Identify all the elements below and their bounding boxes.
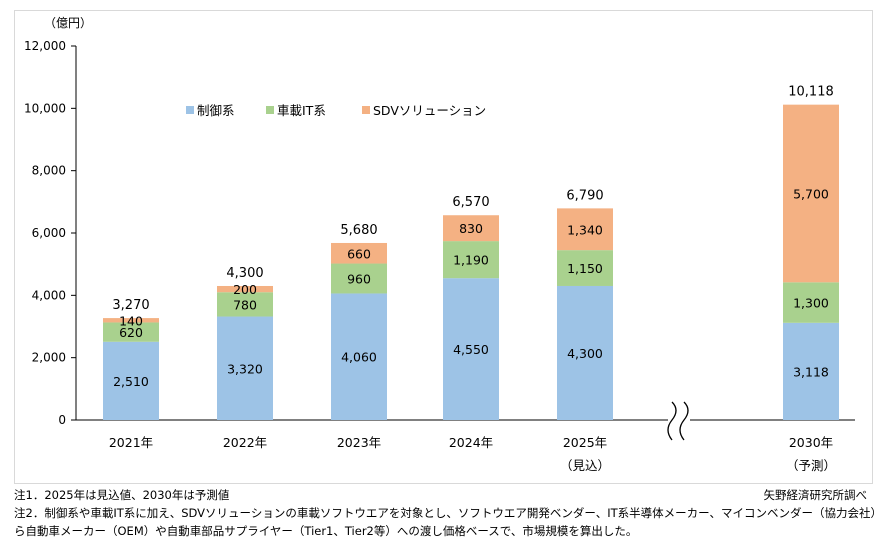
segment-value-label: 1,300 <box>793 296 829 311</box>
bar-segment <box>443 241 499 279</box>
segment-value-label: 2,510 <box>113 374 149 389</box>
bar-segment <box>443 215 499 242</box>
bar-segment <box>103 318 159 323</box>
bar-segment <box>783 282 839 323</box>
segment-value-label: 3,118 <box>793 364 829 379</box>
total-value-label: 3,270 <box>112 298 149 313</box>
x-tick-label: 2030年 <box>789 435 833 450</box>
legend-swatch <box>362 106 370 114</box>
legend-label: SDVソリューション <box>373 103 486 118</box>
x-tick-sublabel: （予測） <box>786 458 836 473</box>
bar-segment <box>103 322 159 342</box>
note-1: 注1．2025年は見込値、2030年は予測値 <box>14 488 230 502</box>
segment-value-label: 1,340 <box>567 222 603 237</box>
total-value-label: 10,118 <box>788 85 834 100</box>
bar-segment <box>557 250 613 286</box>
segment-value-label: 3,320 <box>227 361 263 376</box>
y-tick-label: 4,000 <box>32 288 66 302</box>
x-tick-label: 2024年 <box>449 435 493 450</box>
segment-value-label: 4,060 <box>341 350 377 365</box>
y-tick-label: 0 <box>58 413 66 427</box>
note-2-line-1: 注2．制御系や車載IT系に加え、SDVソリューションの車載ソフトウエアを対象とし… <box>14 506 879 520</box>
segment-value-label: 5,700 <box>793 186 829 201</box>
source-credit: 矢野経済研究所調べ <box>763 488 868 502</box>
y-tick-label: 12,000 <box>24 39 66 53</box>
total-value-label: 5,680 <box>340 223 377 238</box>
y-tick-label: 10,000 <box>24 101 66 115</box>
segment-value-label: 4,300 <box>567 346 603 361</box>
segment-value-label: 4,550 <box>453 342 489 357</box>
y-unit-label: （億円） <box>44 16 92 30</box>
total-value-label: 4,300 <box>226 266 263 281</box>
bar-segment <box>783 322 839 420</box>
legend-swatch <box>186 106 194 114</box>
chart-frame <box>14 10 873 484</box>
bar-segment <box>217 316 273 420</box>
stacked-bar-chart: （億円） 0 2,000 4,000 6,000 8,000 10,000 12,000 2,5… <box>24 16 855 473</box>
bar-segment <box>783 104 839 283</box>
x-tick-label: 2023年 <box>337 435 381 450</box>
axis-break-icon <box>667 401 677 441</box>
segment-value-label: 960 <box>347 272 371 287</box>
x-tick-label: 2021年 <box>109 435 153 450</box>
x-tick-sublabel: （見込） <box>560 458 610 473</box>
axis-break-icon <box>679 401 689 441</box>
legend-label: 車載IT系 <box>277 103 326 118</box>
segment-value-label: 140 <box>119 313 143 328</box>
bar-segment <box>331 293 387 420</box>
bar-segment <box>557 285 613 420</box>
segment-value-label: 620 <box>119 325 143 340</box>
legend-swatch <box>266 106 274 114</box>
y-tick-label: 8,000 <box>32 164 66 178</box>
segment-value-label: 830 <box>459 221 483 236</box>
legend-label: 制御系 <box>197 103 235 118</box>
segment-value-label: 1,190 <box>453 253 489 268</box>
bar-segment <box>331 263 387 294</box>
segment-value-label: 1,150 <box>567 261 603 276</box>
segment-value-label: 200 <box>233 282 257 297</box>
x-tick-label: 2022年 <box>223 435 267 450</box>
note-2-line-2: ら自動車メーカー（OEM）や自動車部品サプライヤー（Tier1、Tier2等）へ… <box>14 524 638 538</box>
bar-segment <box>331 242 387 264</box>
bar-segment <box>217 285 273 293</box>
bar-segment <box>557 208 613 251</box>
segment-value-label: 780 <box>233 297 257 312</box>
total-value-label: 6,570 <box>452 195 489 210</box>
bar-segment <box>443 278 499 420</box>
x-tick-label: 2025年 <box>563 435 607 450</box>
y-tick-label: 2,000 <box>32 351 66 365</box>
total-value-label: 6,790 <box>566 188 603 203</box>
bar-segment <box>103 341 159 420</box>
y-tick-label: 6,000 <box>32 226 66 240</box>
bar-segment <box>217 292 273 317</box>
axis-break-mask <box>668 400 690 442</box>
segment-value-label: 660 <box>347 246 371 261</box>
